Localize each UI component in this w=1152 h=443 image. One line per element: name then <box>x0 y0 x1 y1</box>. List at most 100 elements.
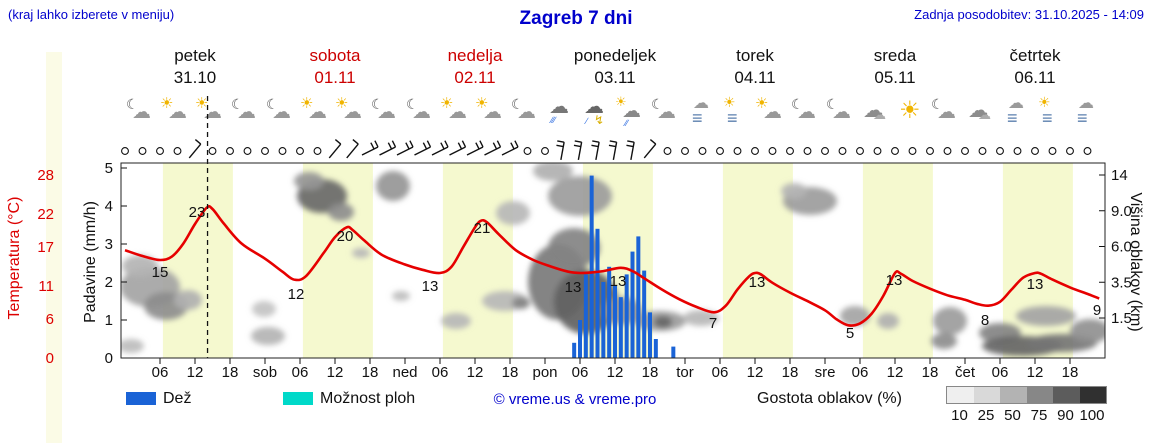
weather-icon-cloudy: ☁ ☁ <box>968 99 991 122</box>
plot-border <box>120 162 1106 359</box>
day-date: 31.10 <box>173 68 217 87</box>
day-header-ponedeljek: ponedeljek 03.11 <box>545 46 685 88</box>
density-segment <box>947 387 974 403</box>
temp-value: 5 <box>846 325 854 342</box>
cloud-density-legend-label: Gostota oblakov (%) <box>757 390 902 407</box>
weather-icon-storm: ☁ ↯ ∕ <box>584 96 605 127</box>
svg-text:3.5: 3.5 <box>1111 274 1132 291</box>
density-tick-label: 90 <box>1057 407 1074 424</box>
temp-value: 13 <box>1027 276 1044 293</box>
weather-icon-moon-cloud: ☾ ☁ <box>126 96 151 123</box>
svg-text:4: 4 <box>105 198 113 215</box>
wind-barbs-row <box>121 139 1092 160</box>
temp-value: 9 <box>1093 302 1101 319</box>
menu-hint: (kraj lahko izberete v meniju) <box>8 7 175 22</box>
day-name: nedelja <box>447 46 503 65</box>
svg-text:28: 28 <box>37 167 54 184</box>
rain-legend-swatch <box>126 392 156 405</box>
svg-text:12: 12 <box>607 364 624 381</box>
temp-value: 13 <box>886 272 903 289</box>
density-segment <box>1079 387 1106 403</box>
weather-icon-sun-cloud: ☀ ☁ <box>300 95 327 123</box>
svg-text:18: 18 <box>222 364 239 381</box>
svg-text:tor: tor <box>676 364 694 381</box>
weather-icon-moon-cloud: ☾ ☁ <box>651 96 676 123</box>
weather-icon-sun-fog: ☀ ≡ <box>723 94 738 128</box>
density-segment <box>973 387 1000 403</box>
svg-text:12: 12 <box>187 364 204 381</box>
weather-icon-moon-cloud: ☾ ☁ <box>371 96 396 123</box>
left-accent-strip <box>46 52 62 443</box>
svg-text:18: 18 <box>922 364 939 381</box>
svg-text:12: 12 <box>327 364 344 381</box>
day-header-sreda: sreda 05.11 <box>825 46 965 88</box>
day-header-četrtek: četrtek 06.11 <box>965 46 1105 88</box>
svg-text:18: 18 <box>642 364 659 381</box>
day-date: 02.11 <box>454 68 496 87</box>
svg-text:22: 22 <box>37 206 54 223</box>
svg-text:1: 1 <box>105 312 113 329</box>
weather-icon-fog: ☁ ≡ <box>1077 95 1094 128</box>
svg-text:18: 18 <box>782 364 799 381</box>
weather-icon-fog: ☁ ≡ <box>1007 95 1024 128</box>
svg-text:12: 12 <box>1027 364 1044 381</box>
svg-text:06: 06 <box>852 364 869 381</box>
showers-legend-label: Možnost ploh <box>320 390 416 407</box>
density-tick-label: 50 <box>1004 407 1021 424</box>
density-segment <box>1053 387 1080 403</box>
svg-text:1.5: 1.5 <box>1111 310 1132 327</box>
svg-text:12: 12 <box>747 364 764 381</box>
svg-text:2: 2 <box>105 274 113 291</box>
page-title: Zagreb 7 dni <box>519 8 633 29</box>
day-header-sobota: sobota 01.11 <box>265 46 405 88</box>
temp-value: 13 <box>610 273 627 290</box>
precip-bars <box>572 175 676 358</box>
svg-text:06: 06 <box>152 364 169 381</box>
svg-text:18: 18 <box>502 364 519 381</box>
temp-value: 15 <box>152 264 169 281</box>
day-date: 06.11 <box>1014 68 1056 87</box>
last-updated: Zadnja posodobitev: 31.10.2025 - 14:09 <box>914 7 1144 22</box>
svg-text:18: 18 <box>1062 364 1079 381</box>
svg-text:sre: sre <box>815 364 836 381</box>
day-header-torek: torek 04.11 <box>685 46 825 88</box>
day-name: sobota <box>309 46 361 65</box>
svg-text:06: 06 <box>712 364 729 381</box>
weather-icon-rain: ☁ ∕∕∕ <box>549 96 569 125</box>
density-segment <box>1026 387 1053 403</box>
svg-text:06: 06 <box>432 364 449 381</box>
day-date: 01.11 <box>314 68 356 87</box>
weather-icon-sun-cloud: ☀ ☁ <box>440 95 467 123</box>
temp-value: 20 <box>337 228 354 245</box>
svg-text:9.0: 9.0 <box>1111 203 1132 220</box>
weather-icon-sun-cloud: ☀ ☁ <box>335 95 362 123</box>
svg-text:6: 6 <box>46 311 54 328</box>
weather-icon-cloudy: ☁ ☁ <box>863 99 886 122</box>
svg-text:06: 06 <box>292 364 309 381</box>
svg-text:5: 5 <box>105 160 113 177</box>
weather-icon-moon-cloud: ☾ ☁ <box>231 96 256 123</box>
svg-text:6.0: 6.0 <box>1111 239 1132 256</box>
day-name: četrtek <box>1009 46 1061 65</box>
temp-value: 21 <box>474 220 491 237</box>
svg-text:17: 17 <box>37 239 54 256</box>
temp-value: 12 <box>288 286 305 303</box>
density-tick-label: 100 <box>1079 407 1105 424</box>
rain-legend-label: Dež <box>163 390 192 407</box>
copyright-link[interactable]: © vreme.us & vreme.pro <box>493 391 657 408</box>
day-name: sreda <box>873 46 917 65</box>
svg-text:06: 06 <box>572 364 589 381</box>
weather-icon-moon-cloud: ☾ ☁ <box>266 96 291 123</box>
day-header-nedelja: nedelja 02.11 <box>405 46 545 88</box>
svg-text:ned: ned <box>392 364 417 381</box>
day-header-petek: petek 31.10 <box>125 46 265 88</box>
svg-text:0: 0 <box>46 350 54 367</box>
svg-text:3: 3 <box>105 236 113 253</box>
weather-icon-sunny: ☀ <box>899 97 921 124</box>
temp-value: 13 <box>565 279 582 296</box>
cloud-density-scale <box>946 386 1107 404</box>
density-tick-label: 75 <box>1030 407 1048 424</box>
weather-icon-sun-fog: ☀ ≡ <box>1038 94 1053 128</box>
day-date: 05.11 <box>874 68 916 87</box>
